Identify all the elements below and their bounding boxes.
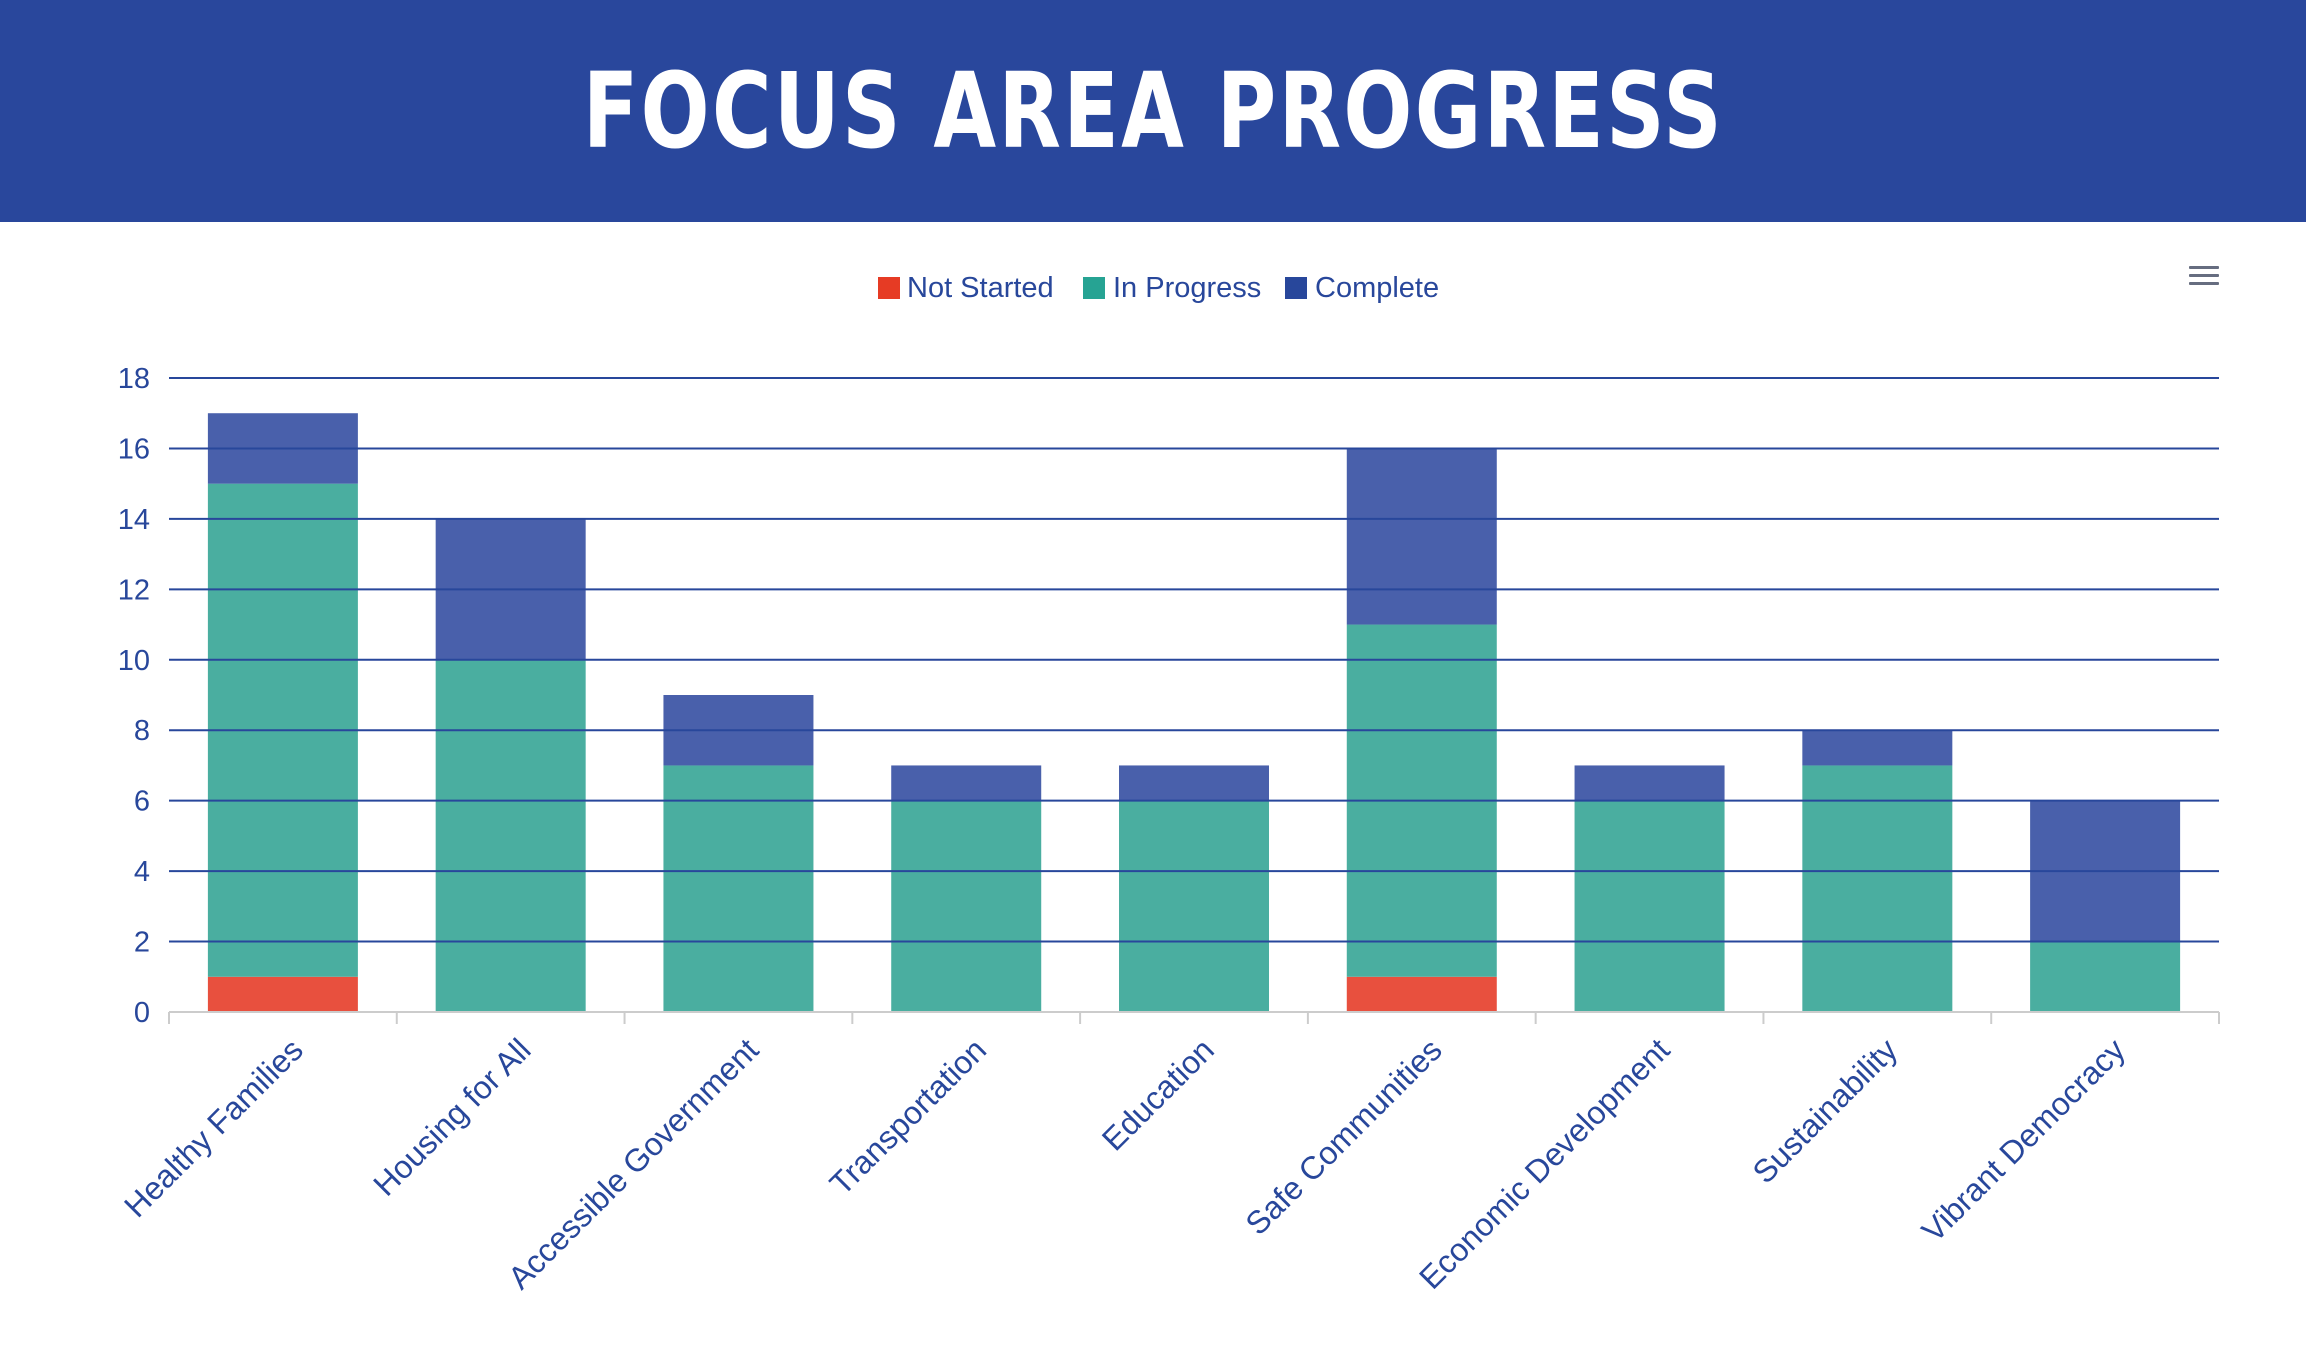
page-title: FOCUS AREA PROGRESS xyxy=(582,50,1724,172)
bar-in-progress[interactable] xyxy=(435,659,586,1012)
bar-in-progress[interactable] xyxy=(1802,765,1953,1012)
y-axis: 0 2 4 6 8 10 12 14 16 18 xyxy=(118,363,150,1029)
x-tick-label: Economic Development xyxy=(1412,1031,1676,1295)
x-tick-label: Housing for All xyxy=(366,1031,537,1202)
x-tick-label: Sustainability xyxy=(1746,1031,1905,1190)
legend-item-not-started[interactable]: Not Started xyxy=(878,272,1054,304)
y-tick-label: 2 xyxy=(134,927,150,959)
legend-swatch-complete xyxy=(1285,277,1307,299)
y-tick-label: 12 xyxy=(118,574,150,606)
gridlines xyxy=(169,377,2219,943)
bar-complete[interactable] xyxy=(891,765,1042,801)
bar-complete[interactable] xyxy=(1119,765,1269,801)
y-tick-label: 6 xyxy=(134,786,150,818)
bar-in-progress[interactable] xyxy=(891,800,1042,1012)
bar-in-progress[interactable] xyxy=(1574,800,1725,1012)
bars xyxy=(207,413,2181,1012)
x-tick-label: Vibrant Democracy xyxy=(1915,1031,2132,1248)
x-tick-label: Education xyxy=(1095,1031,1221,1157)
x-tick-label: Transportation xyxy=(823,1031,994,1202)
x-tick-label: Safe Communities xyxy=(1238,1031,1448,1241)
bar-in-progress[interactable] xyxy=(2030,941,2181,1012)
bar-in-progress[interactable] xyxy=(663,765,814,1012)
legend-label-complete: Complete xyxy=(1315,272,1439,304)
bar-not-started[interactable] xyxy=(207,976,358,1012)
x-tick-label: Accessible Government xyxy=(501,1031,765,1295)
bar-in-progress[interactable] xyxy=(1119,800,1269,1012)
x-axis: Healthy Families Housing for AllAccessibl… xyxy=(117,1011,2220,1296)
y-tick-label: 10 xyxy=(118,645,150,677)
legend-item-complete[interactable]: Complete xyxy=(1285,272,1439,304)
hamburger-menu-icon[interactable] xyxy=(2178,258,2228,298)
y-tick-label: 4 xyxy=(134,856,150,888)
x-tick-label: Healthy Families xyxy=(117,1031,310,1224)
y-tick-label: 18 xyxy=(118,363,150,395)
legend-item-in-progress[interactable]: In Progress xyxy=(1083,272,1261,304)
y-tick-label: 8 xyxy=(134,715,150,747)
y-tick-label: 16 xyxy=(118,433,150,465)
bar-complete[interactable] xyxy=(1346,448,1497,625)
legend-label-not-started: Not Started xyxy=(907,272,1054,304)
bar-complete[interactable] xyxy=(1802,730,1953,766)
header-banner: FOCUS AREA PROGRESS xyxy=(0,0,2306,222)
chart: Not Started In Progress Complete 0 2 4 6 8 10… xyxy=(117,272,2220,1296)
legend-label-in-progress: In Progress xyxy=(1113,272,1261,304)
legend-swatch-not-started xyxy=(878,277,900,299)
y-tick-label: 0 xyxy=(134,997,150,1029)
legend: Not Started In Progress Complete xyxy=(878,272,1439,304)
legend-swatch-in-progress xyxy=(1083,277,1105,299)
bar-complete[interactable] xyxy=(1574,765,1725,801)
bar-not-started[interactable] xyxy=(1346,976,1497,1012)
y-tick-label: 14 xyxy=(118,504,150,536)
